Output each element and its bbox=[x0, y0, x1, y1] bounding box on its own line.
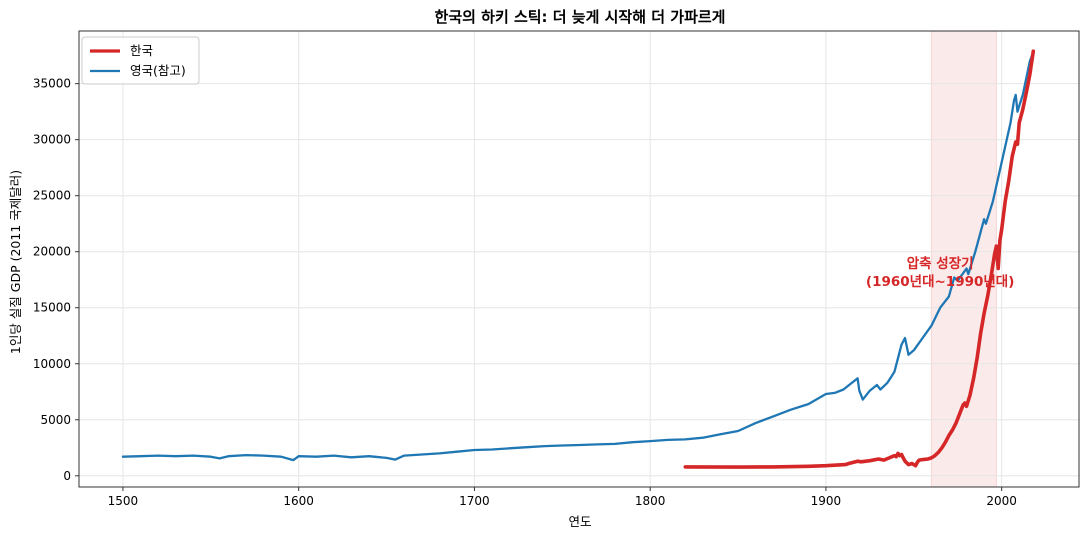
series-line-uk bbox=[121, 51, 1035, 462]
series-layer bbox=[121, 49, 1036, 469]
chart-title: 한국의 하키 스틱: 더 늦게 시작해 더 가파르게 bbox=[435, 8, 726, 26]
x-tick-label: 1500 bbox=[108, 494, 139, 508]
axes-frame bbox=[78, 30, 1080, 488]
y-tick-label: 0 bbox=[63, 469, 71, 483]
legend: 한국 영국(참고) bbox=[81, 36, 200, 85]
y-axis-label: 1인당 실질 GDP (2011 국제달러) bbox=[8, 170, 23, 354]
y-tick-label: 15000 bbox=[33, 301, 71, 315]
x-tick-label: 1600 bbox=[283, 494, 314, 508]
legend-box bbox=[81, 36, 200, 85]
y-tick-label: 35000 bbox=[33, 77, 71, 91]
x-axis-ticks: 1500 1600 1700 1800 1900 2000 bbox=[108, 487, 1017, 508]
annotation-layer: 압축 성장기 (1960년대~1990년대) bbox=[866, 255, 1014, 290]
y-tick-label: 30000 bbox=[33, 133, 71, 147]
plot-frame bbox=[78, 30, 1080, 488]
highlight-annotation-line: 압축 성장기 bbox=[907, 255, 974, 272]
legend-label-uk: 영국(참고) bbox=[130, 63, 186, 78]
y-tick-label: 10000 bbox=[33, 357, 71, 371]
x-tick-label: 2000 bbox=[986, 494, 1017, 508]
series-line-korea bbox=[683, 49, 1036, 469]
highlight-region-layer bbox=[930, 31, 997, 487]
y-tick-label: 25000 bbox=[33, 189, 71, 203]
x-tick-label: 1700 bbox=[459, 494, 490, 508]
x-tick-label: 1900 bbox=[811, 494, 842, 508]
highlight-region bbox=[931, 31, 997, 487]
highlight-annotation-line: (1960년대~1990년대) bbox=[866, 274, 1014, 290]
grid bbox=[79, 31, 1079, 487]
legend-label-korea: 한국 bbox=[130, 43, 153, 58]
plot-background bbox=[79, 31, 1079, 487]
y-tick-label: 20000 bbox=[33, 245, 71, 259]
x-tick-label: 1800 bbox=[635, 494, 666, 508]
x-axis-label: 연도 bbox=[568, 514, 591, 529]
y-axis-ticks: 0 5000 10000 15000 20000 25000 30000 35000 bbox=[33, 77, 79, 483]
y-tick-label: 5000 bbox=[40, 413, 71, 427]
